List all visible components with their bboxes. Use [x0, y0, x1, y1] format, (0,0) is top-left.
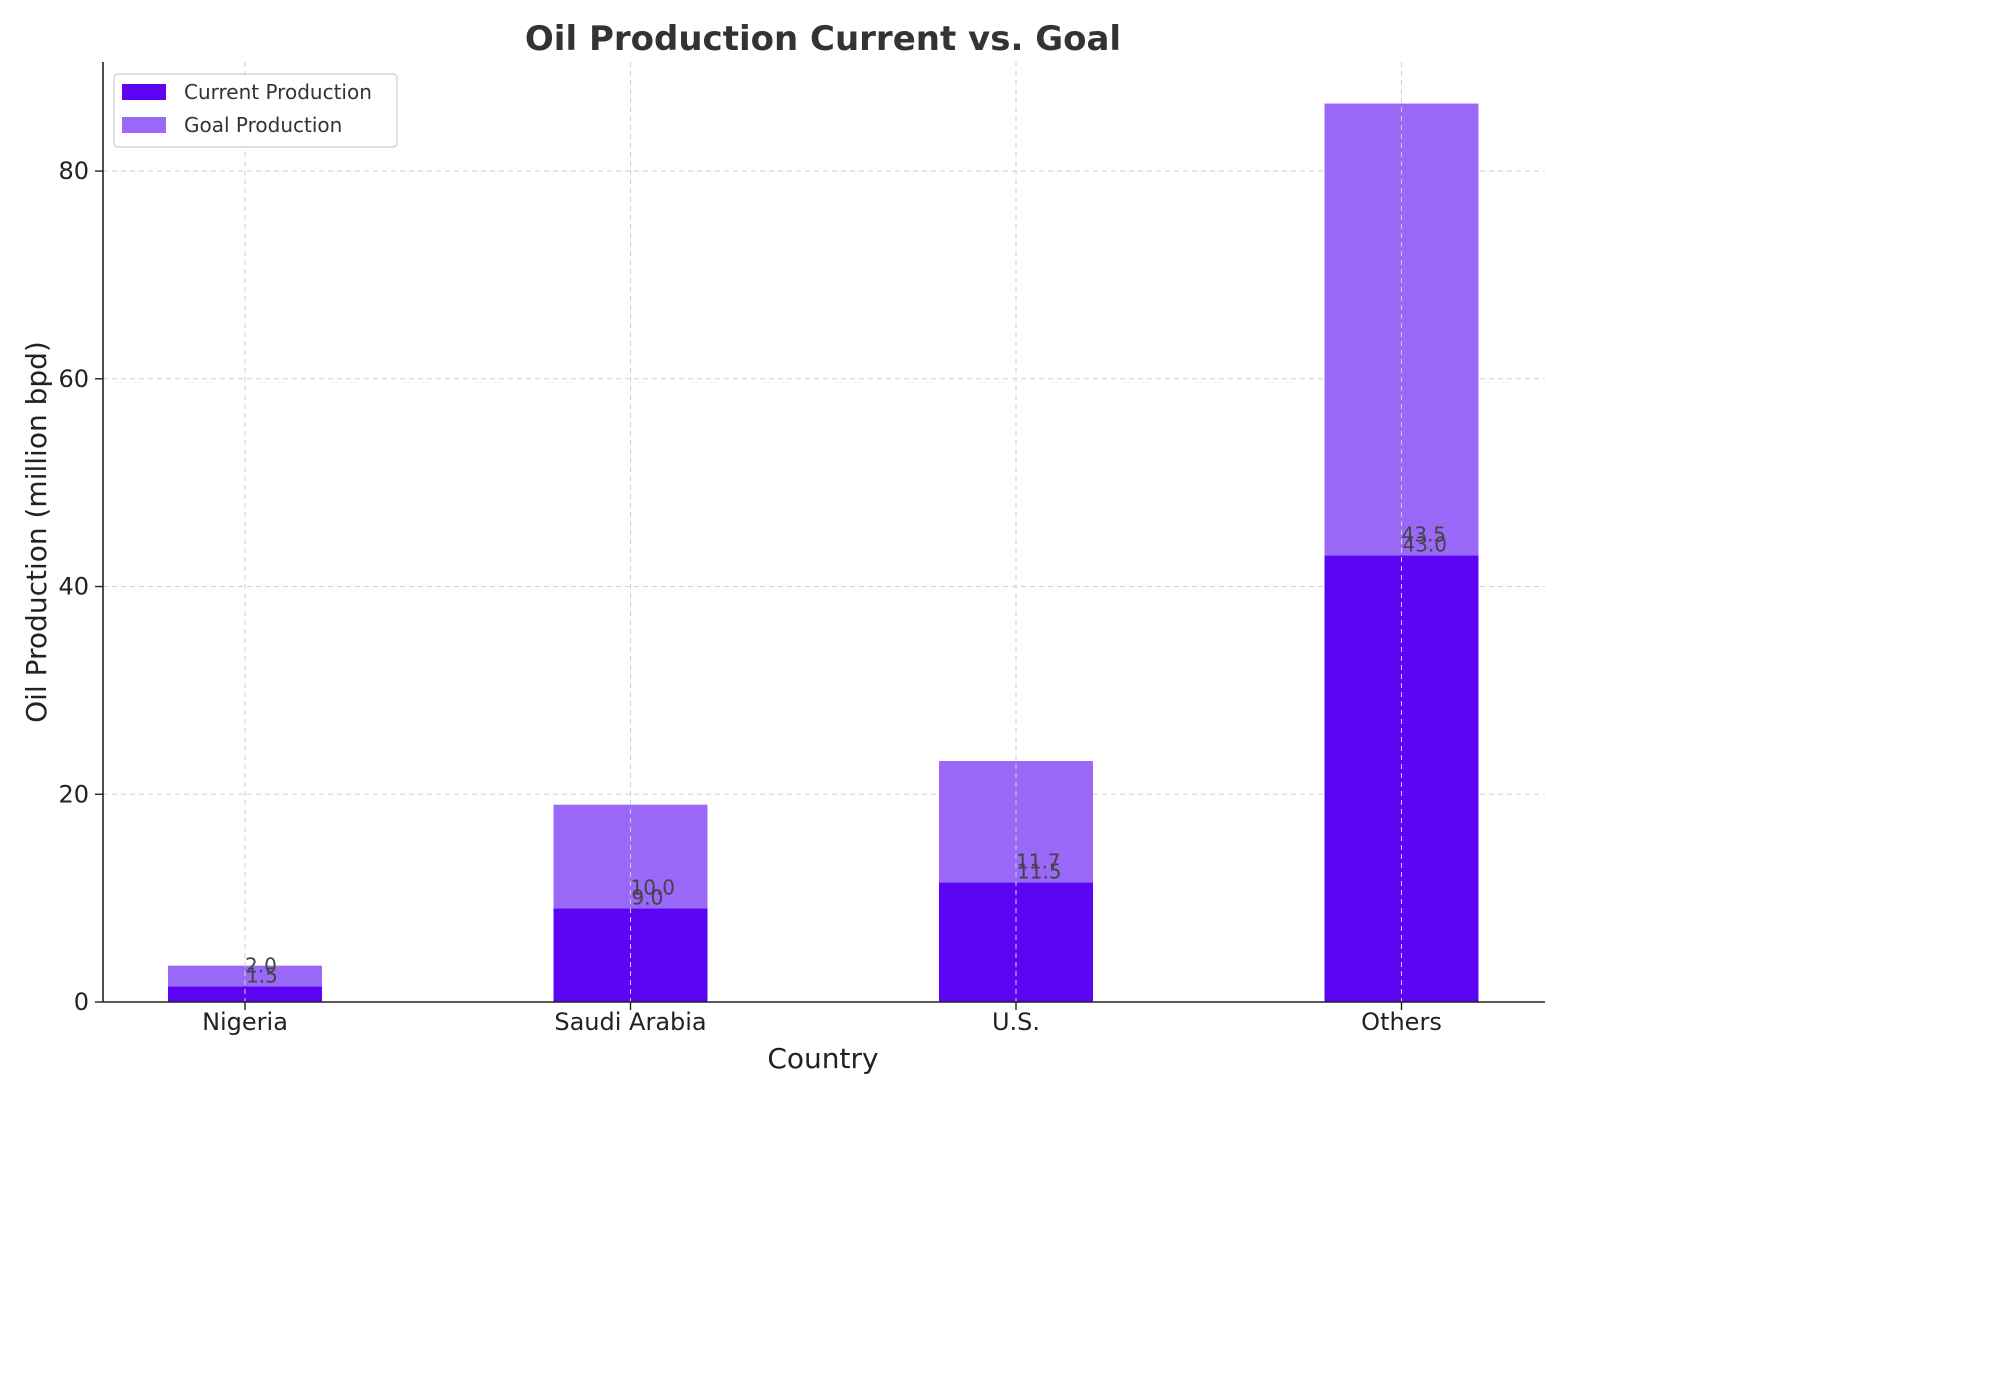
x-tick-label: U.S. [992, 1008, 1040, 1036]
data-label-current: 1.5 [246, 963, 278, 987]
data-label-goal: 10.0 [631, 876, 676, 900]
data-label-goal: 43.5 [1402, 522, 1447, 546]
data-label-goal: 2.0 [245, 953, 277, 977]
data-labels: 1.52.0 9.010.0 11.511.7 43.043.5 [245, 522, 1447, 987]
legend-label-current: Current Production [184, 80, 372, 104]
legend-box [113, 73, 398, 148]
y-tick-label: 80 [58, 157, 89, 185]
bar-goal [168, 965, 322, 987]
data-label-current: 43.0 [1403, 532, 1448, 556]
data-label-current: 9.0 [632, 886, 664, 910]
y-tick-label: 40 [58, 573, 89, 601]
bar-chart: Oil Production Current vs. Goal 1.52.0 9.… [20, 19, 1545, 1075]
x-tick-label: Others [1361, 1008, 1442, 1036]
grid-lines [103, 170, 1545, 795]
y-tick-label: 60 [58, 365, 89, 393]
bar-current [168, 986, 322, 1002]
legend-label-goal: Goal Production [184, 113, 342, 137]
data-label-current: 11.5 [1017, 860, 1062, 884]
y-tick-label: 20 [58, 780, 89, 808]
legend: Current Production Goal Production [113, 73, 398, 148]
x-axis-ticks: Nigeria Saudi Arabia U.S. Others [202, 1002, 1442, 1036]
bars [168, 103, 1479, 1002]
legend-swatch-goal [122, 117, 166, 133]
y-tick-label: 0 [74, 988, 89, 1016]
x-tick-label: Saudi Arabia [554, 1008, 706, 1036]
x-axis-label: Country [767, 1042, 878, 1075]
data-label-goal: 11.7 [1016, 850, 1061, 874]
legend-swatch-current [122, 84, 166, 100]
y-axis-label: Oil Production (million bpd) [20, 341, 53, 723]
y-axis-ticks: 0 20 40 60 80 [58, 157, 103, 1016]
chart-title: Oil Production Current vs. Goal [525, 19, 1121, 59]
x-tick-label: Nigeria [202, 1008, 288, 1036]
